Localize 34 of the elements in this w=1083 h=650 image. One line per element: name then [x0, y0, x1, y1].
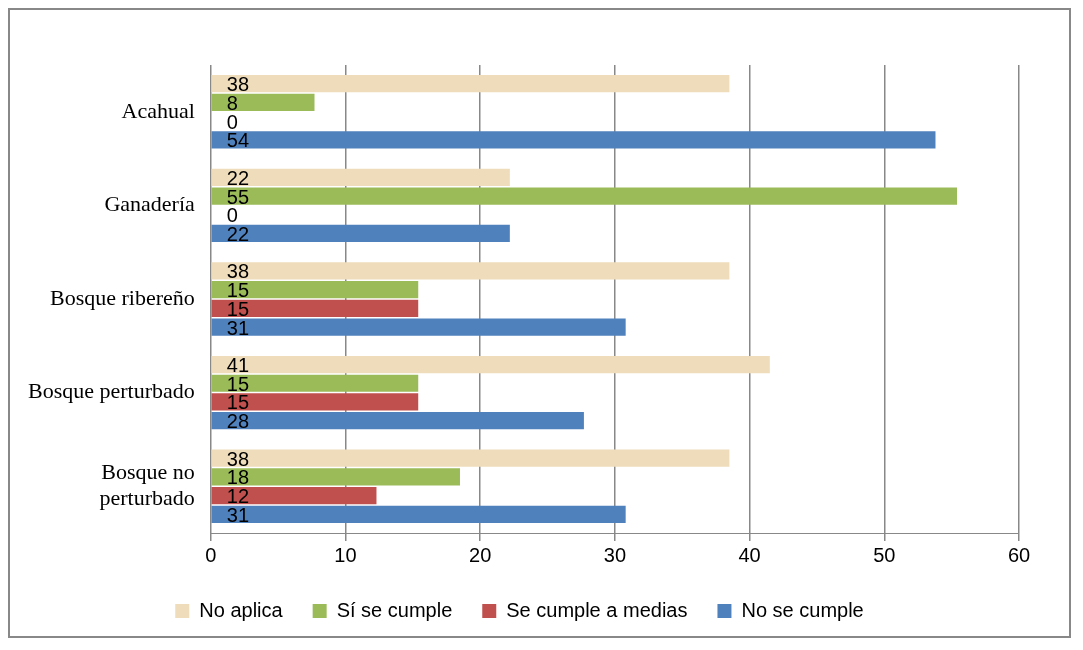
- bar: [211, 262, 730, 280]
- bar: [211, 318, 626, 336]
- x-tick-label: 20: [469, 543, 492, 566]
- x-tick-label: 10: [334, 543, 357, 566]
- y-tick-label: Bosque ribereño: [50, 284, 195, 310]
- legend-label: Se cumple a medias: [506, 598, 688, 621]
- bar: [211, 505, 626, 523]
- bar: [211, 187, 958, 205]
- legend-label: Sí se cumple: [336, 598, 453, 621]
- y-tick-label: Ganadería: [104, 191, 196, 217]
- y-tick-label: Acahual: [121, 97, 195, 123]
- bar: [211, 299, 419, 317]
- bar: [211, 93, 315, 112]
- bar: [211, 374, 419, 392]
- x-tick-label: 0: [205, 543, 217, 566]
- bar: [211, 449, 730, 467]
- y-tick-label: Bosque perturbado: [28, 378, 195, 404]
- bar: [211, 168, 510, 186]
- legend-label: No se cumple: [741, 598, 864, 621]
- bar: [211, 224, 510, 243]
- bar: [211, 131, 936, 149]
- bar: [211, 412, 584, 430]
- bar: [211, 468, 460, 486]
- legend-label: No aplica: [199, 598, 284, 621]
- y-tick-label: Bosque no perturbado: [99, 458, 195, 511]
- x-tick-label: 60: [1007, 543, 1031, 566]
- bar: [211, 281, 419, 299]
- bar: [211, 355, 770, 374]
- x-tick-label: 40: [738, 543, 761, 566]
- x-tick-label: 50: [873, 543, 896, 566]
- bar: [211, 486, 377, 505]
- bar: [211, 393, 419, 411]
- x-tick-label: 30: [603, 543, 627, 566]
- bar: [211, 75, 730, 93]
